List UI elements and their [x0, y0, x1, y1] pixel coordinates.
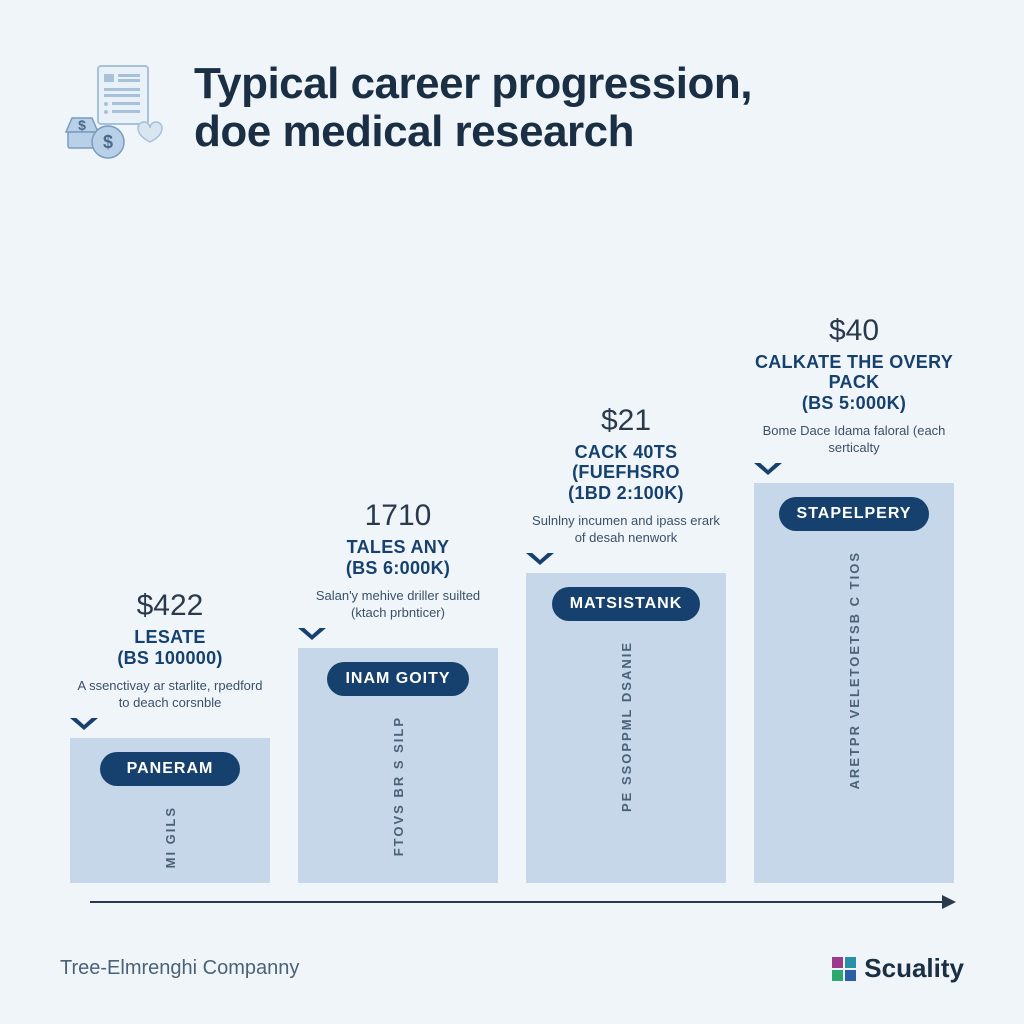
- money-document-icon: $ $: [60, 60, 170, 170]
- stage-salary: (1BD 2:100K): [526, 483, 726, 504]
- chevron-down-icon: [70, 718, 98, 730]
- stage-pill: MATSISTANK: [552, 587, 701, 621]
- bar-vertical-label: PE SSOPPML DSANIE: [619, 641, 634, 812]
- bar: PANERAM MI GILS: [70, 738, 270, 883]
- stage-title: TALES ANY: [298, 537, 498, 558]
- stage-description: Sulnlny incumen and ipass erark of desah…: [526, 512, 726, 547]
- bar-vertical-label: MI GILS: [163, 806, 178, 868]
- brand-logo-text: Scuality: [864, 953, 964, 984]
- stage-description: A ssenctivay ar starlite, rpedford to de…: [70, 677, 270, 712]
- price-value: $40: [754, 314, 954, 348]
- stage-title: CALKATE THE OVERY PACK: [754, 352, 954, 393]
- price-value: $21: [526, 404, 726, 438]
- stage-description: Salan'y mehive driller suilted (ktach pr…: [298, 587, 498, 622]
- bar-label-block: $40 CALKATE THE OVERY PACK(BS 5:000K) Bome…: [754, 295, 954, 475]
- bar: INAM GOITY FTOVS BR S SILP: [298, 648, 498, 883]
- bar: MATSISTANK PE SSOPPML DSANIE: [526, 573, 726, 883]
- footer-brand: Scuality: [832, 953, 964, 984]
- title-line-2: doe medical research: [194, 107, 634, 156]
- svg-text:$: $: [103, 132, 113, 152]
- footer-company: Tree-Elmrenghi Companny: [60, 957, 299, 980]
- title-line-1: Typical career progression,: [194, 59, 752, 108]
- stage-description: Bome Dace Idama faloral (each serticalty: [754, 422, 954, 457]
- bar-group-0: $422 LESATE(BS 100000) A ssenctivay ar sta…: [70, 550, 270, 883]
- x-axis-arrow: [90, 901, 954, 903]
- bar-group-3: $40 CALKATE THE OVERY PACK(BS 5:000K) Bome…: [754, 295, 954, 883]
- price-value: 1710: [298, 499, 498, 533]
- bar-chart: $422 LESATE(BS 100000) A ssenctivay ar sta…: [60, 190, 964, 943]
- price-value: $422: [70, 589, 270, 623]
- bar-label-block: $21 CACK 40TS (FUEFHSRO(1BD 2:100K) Sulnln…: [526, 385, 726, 565]
- chevron-down-icon: [526, 553, 554, 565]
- bar-group-1: 1710 TALES ANY(BS 6:000K) Salan'y mehive d…: [298, 460, 498, 883]
- brand-logo-icon: [832, 957, 856, 981]
- bar-vertical-label: ARETPR VELETOETSB C TIOS: [847, 551, 862, 789]
- stage-title: LESATE: [70, 627, 270, 648]
- page-title: Typical career progression, doe medical …: [194, 60, 752, 157]
- bar-label-block: $422 LESATE(BS 100000) A ssenctivay ar sta…: [70, 550, 270, 730]
- stage-title: CACK 40TS (FUEFHSRO: [526, 442, 726, 483]
- infographic-container: $ $ Typical career progression, doe medi…: [0, 0, 1024, 1024]
- stage-salary: (BS 5:000K): [754, 393, 954, 414]
- bar-group-2: $21 CACK 40TS (FUEFHSRO(1BD 2:100K) Sulnln…: [526, 385, 726, 883]
- chevron-down-icon: [754, 463, 782, 475]
- bar-label-block: 1710 TALES ANY(BS 6:000K) Salan'y mehive d…: [298, 460, 498, 640]
- chevron-down-icon: [298, 628, 326, 640]
- stage-salary: (BS 6:000K): [298, 558, 498, 579]
- bar-vertical-label: FTOVS BR S SILP: [391, 716, 406, 856]
- stage-pill: STAPELPERY: [779, 497, 930, 531]
- stage-pill: PANERAM: [100, 752, 240, 786]
- stage-salary: (BS 100000): [70, 648, 270, 669]
- bar: STAPELPERY ARETPR VELETOETSB C TIOS: [754, 483, 954, 883]
- header: $ $ Typical career progression, doe medi…: [60, 60, 964, 170]
- stage-pill: INAM GOITY: [327, 662, 468, 696]
- footer: Tree-Elmrenghi Companny Scuality: [60, 943, 964, 984]
- svg-text:$: $: [78, 117, 86, 133]
